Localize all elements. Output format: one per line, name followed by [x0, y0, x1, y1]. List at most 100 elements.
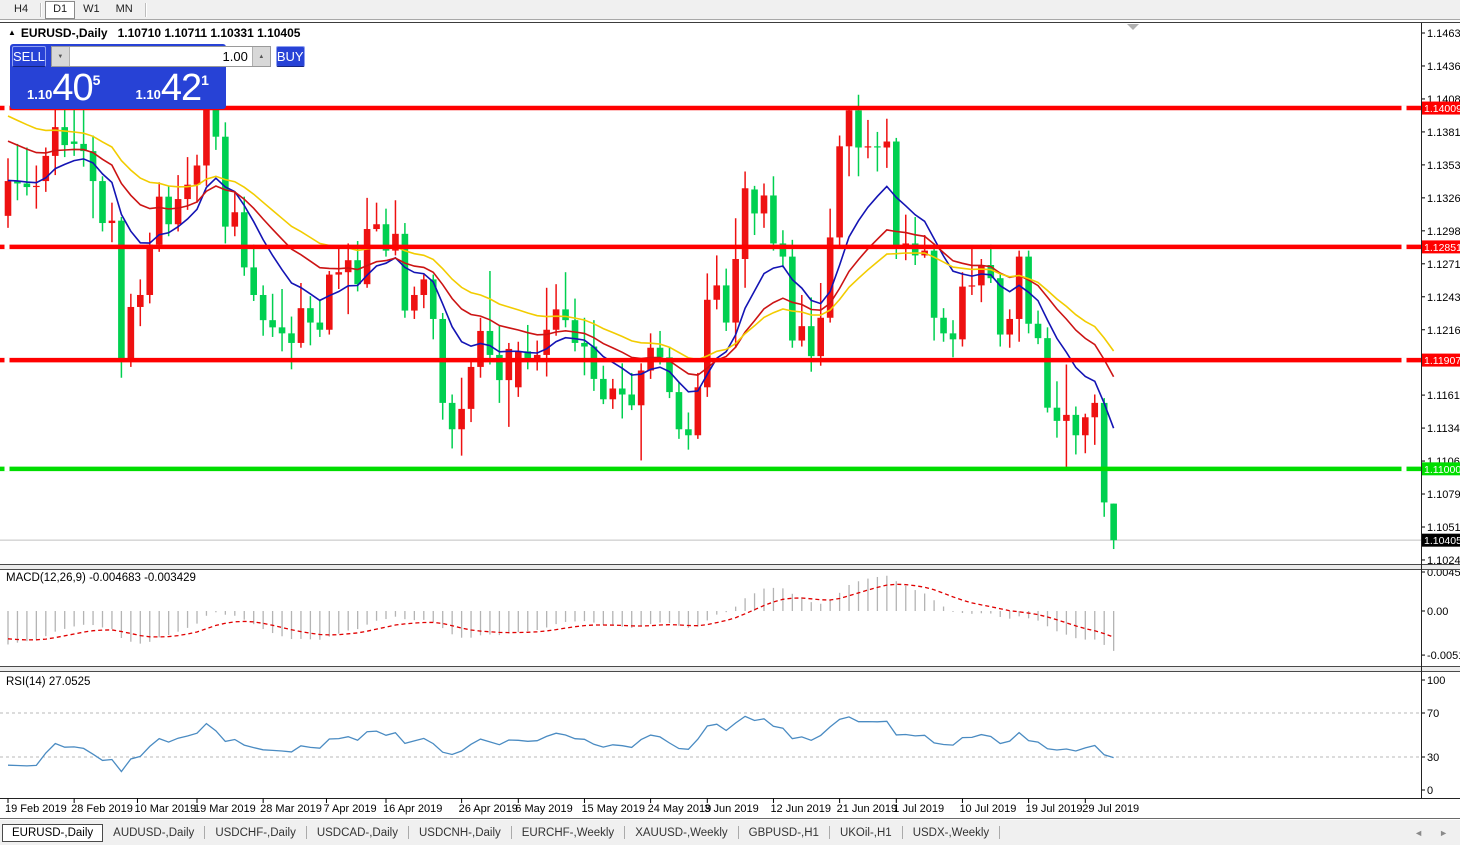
tab-eurchf-weekly[interactable]: EURCHF-,Weekly	[521, 826, 615, 839]
sell-price-button[interactable]: 1.10 40 5	[12, 69, 116, 107]
macd-name: MACD(12,26,9)	[6, 572, 86, 584]
buy-price-big: 42	[160, 67, 202, 109]
svg-text:28 Mar 2019: 28 Mar 2019	[260, 803, 322, 815]
collapse-chart-icon[interactable]: ▲	[8, 28, 16, 37]
svg-text:30: 30	[1427, 752, 1439, 764]
one-click-trading-panel: SELL ▼ ▲ BUY 1.10 40 5 1.10 42 1	[10, 44, 305, 109]
svg-text:1.13810: 1.13810	[1427, 127, 1460, 139]
buy-price-button[interactable]: 1.10 42 1	[121, 69, 225, 107]
rsi-name: RSI(14)	[6, 676, 46, 688]
svg-text:28 Feb 2019: 28 Feb 2019	[71, 803, 133, 815]
tab-scroll-right-icon[interactable]: ►	[1439, 827, 1448, 838]
svg-text:7 Apr 2019: 7 Apr 2019	[323, 803, 376, 815]
tab-separator	[305, 826, 307, 839]
svg-text:0: 0	[1427, 785, 1433, 797]
tab-separator	[828, 826, 830, 839]
chart-symbol-label: EURUSD-,Daily	[20, 26, 108, 40]
timeframe-toolbar: H4 D1 W1 MN	[0, 0, 1460, 20]
sell-price-big: 40	[52, 67, 93, 109]
sell-price-pip: 5	[92, 72, 101, 88]
tab-gbpusd-h1[interactable]: GBPUSD-,H1	[748, 826, 819, 839]
svg-text:1.13535: 1.13535	[1427, 160, 1460, 172]
tab-ukoil-h1[interactable]: UKOil-,H1	[839, 826, 892, 839]
rsi-label: RSI(14) 27.0525	[6, 676, 90, 688]
svg-text:1.13260: 1.13260	[1427, 193, 1460, 205]
hline-handle[interactable]	[4, 105, 10, 111]
hline-handle[interactable]	[4, 357, 10, 363]
svg-text:1.14360: 1.14360	[1427, 61, 1460, 73]
timeframe-button-w1[interactable]: W1	[83, 2, 100, 15]
chart-canvas[interactable]: 1.146351.143601.140851.138101.135351.132…	[0, 0, 1460, 822]
hline-handle[interactable]	[1401, 244, 1407, 250]
svg-text:6 May 2019: 6 May 2019	[515, 803, 572, 815]
svg-text:12 Jun 2019: 12 Jun 2019	[770, 803, 831, 815]
price-badge	[1422, 533, 1460, 547]
price-badge	[1422, 462, 1460, 476]
rsi-pane[interactable]	[0, 712, 1421, 773]
ma-medium-line	[7, 140, 1115, 378]
svg-text:1.12160: 1.12160	[1427, 325, 1460, 337]
svg-text:26 Apr 2019: 26 Apr 2019	[459, 803, 518, 815]
buy-price-pip: 1	[201, 72, 209, 88]
hline-handle[interactable]	[4, 466, 10, 472]
svg-text:0.00: 0.00	[1427, 606, 1448, 618]
tab-xauusd-weekly[interactable]: XAUUSD-,Weekly	[635, 826, 728, 839]
svg-text:-0.005122: -0.005122	[1427, 650, 1460, 662]
candlesticks	[4, 51, 1117, 550]
hline-handle[interactable]	[1401, 357, 1407, 363]
volume-input[interactable]	[69, 47, 252, 66]
svg-text:1.14635: 1.14635	[1427, 28, 1460, 40]
price-badge	[1422, 101, 1460, 115]
volume-increase-button[interactable]: ▲	[251, 47, 270, 66]
timeframe-button-h4[interactable]: H4	[14, 2, 29, 15]
chart-title: ▲ EURUSD-,Daily 1.10710 1.10711 1.10331 1.…	[8, 26, 300, 40]
svg-text:29 Jul 2019: 29 Jul 2019	[1082, 803, 1139, 815]
hline-handle[interactable]	[1401, 466, 1407, 472]
rsi-line	[7, 715, 1114, 773]
svg-text:3 Jun 2019: 3 Jun 2019	[704, 803, 758, 815]
macd-label: MACD(12,26,9) -0.004683 -0.003429	[6, 572, 196, 584]
tab-usdx-weekly[interactable]: USDX-,Weekly	[912, 826, 990, 839]
buy-button[interactable]: BUY	[275, 46, 305, 67]
tab-usdcad-daily[interactable]: USDCAD-,Daily	[316, 826, 398, 839]
hline-handle[interactable]	[1401, 105, 1407, 111]
chart-tab-bar: EURUSD-,Daily AUDUSD-,Daily USDCHF-,Daily U…	[0, 820, 1460, 845]
price-badge	[1422, 240, 1460, 254]
hline-handle[interactable]	[4, 244, 10, 250]
price-pane[interactable]	[0, 51, 1421, 550]
svg-text:1.10240: 1.10240	[1427, 555, 1460, 567]
tab-separator	[510, 826, 512, 839]
rsi-values: 27.0525	[48, 676, 91, 688]
timeframe-button-mn[interactable]: MN	[115, 2, 133, 15]
sell-button[interactable]: SELL	[12, 46, 46, 67]
macd-values: -0.004683 -0.003429	[89, 572, 196, 584]
svg-text:1.12851: 1.12851	[1424, 242, 1460, 254]
chart-ohlc-values: 1.10710 1.10711 1.10331 1.10405	[117, 26, 301, 40]
tab-separator	[901, 826, 903, 839]
chart-shift-marker-icon[interactable]	[1127, 24, 1139, 30]
svg-text:1.12435: 1.12435	[1427, 292, 1460, 304]
tab-audusd-daily[interactable]: AUDUSD-,Daily	[113, 826, 195, 839]
svg-text:1 Jul 2019: 1 Jul 2019	[893, 803, 944, 815]
timeframe-button-d1[interactable]: D1	[45, 0, 76, 19]
volume-stepper: ▼ ▲	[50, 46, 271, 67]
volume-decrease-button[interactable]: ▼	[51, 47, 70, 66]
svg-text:1.11000: 1.11000	[1424, 464, 1460, 476]
tab-usdcnh-daily[interactable]: USDCNH-,Daily	[418, 826, 501, 839]
macd-pane[interactable]	[7, 575, 1115, 651]
svg-text:21 Jun 2019: 21 Jun 2019	[837, 803, 898, 815]
toolbar-separator	[40, 2, 42, 17]
svg-text:1.14009: 1.14009	[1424, 103, 1460, 115]
tab-eurusd-daily[interactable]: EURUSD-,Daily	[2, 823, 104, 842]
tab-scroll-left-icon[interactable]: ◄	[1414, 827, 1424, 838]
tab-separator	[204, 826, 206, 839]
svg-text:15 May 2019: 15 May 2019	[581, 803, 645, 815]
tab-separator	[999, 826, 1001, 839]
price-axis: 1.146351.143601.140851.138101.135351.132…	[1421, 28, 1460, 797]
svg-text:1.11340: 1.11340	[1427, 423, 1460, 435]
ma-fast-line	[7, 158, 1115, 429]
svg-text:1.10405: 1.10405	[1424, 535, 1460, 547]
tab-usdchf-daily[interactable]: USDCHF-,Daily	[215, 826, 296, 839]
price-badge	[1422, 353, 1460, 367]
